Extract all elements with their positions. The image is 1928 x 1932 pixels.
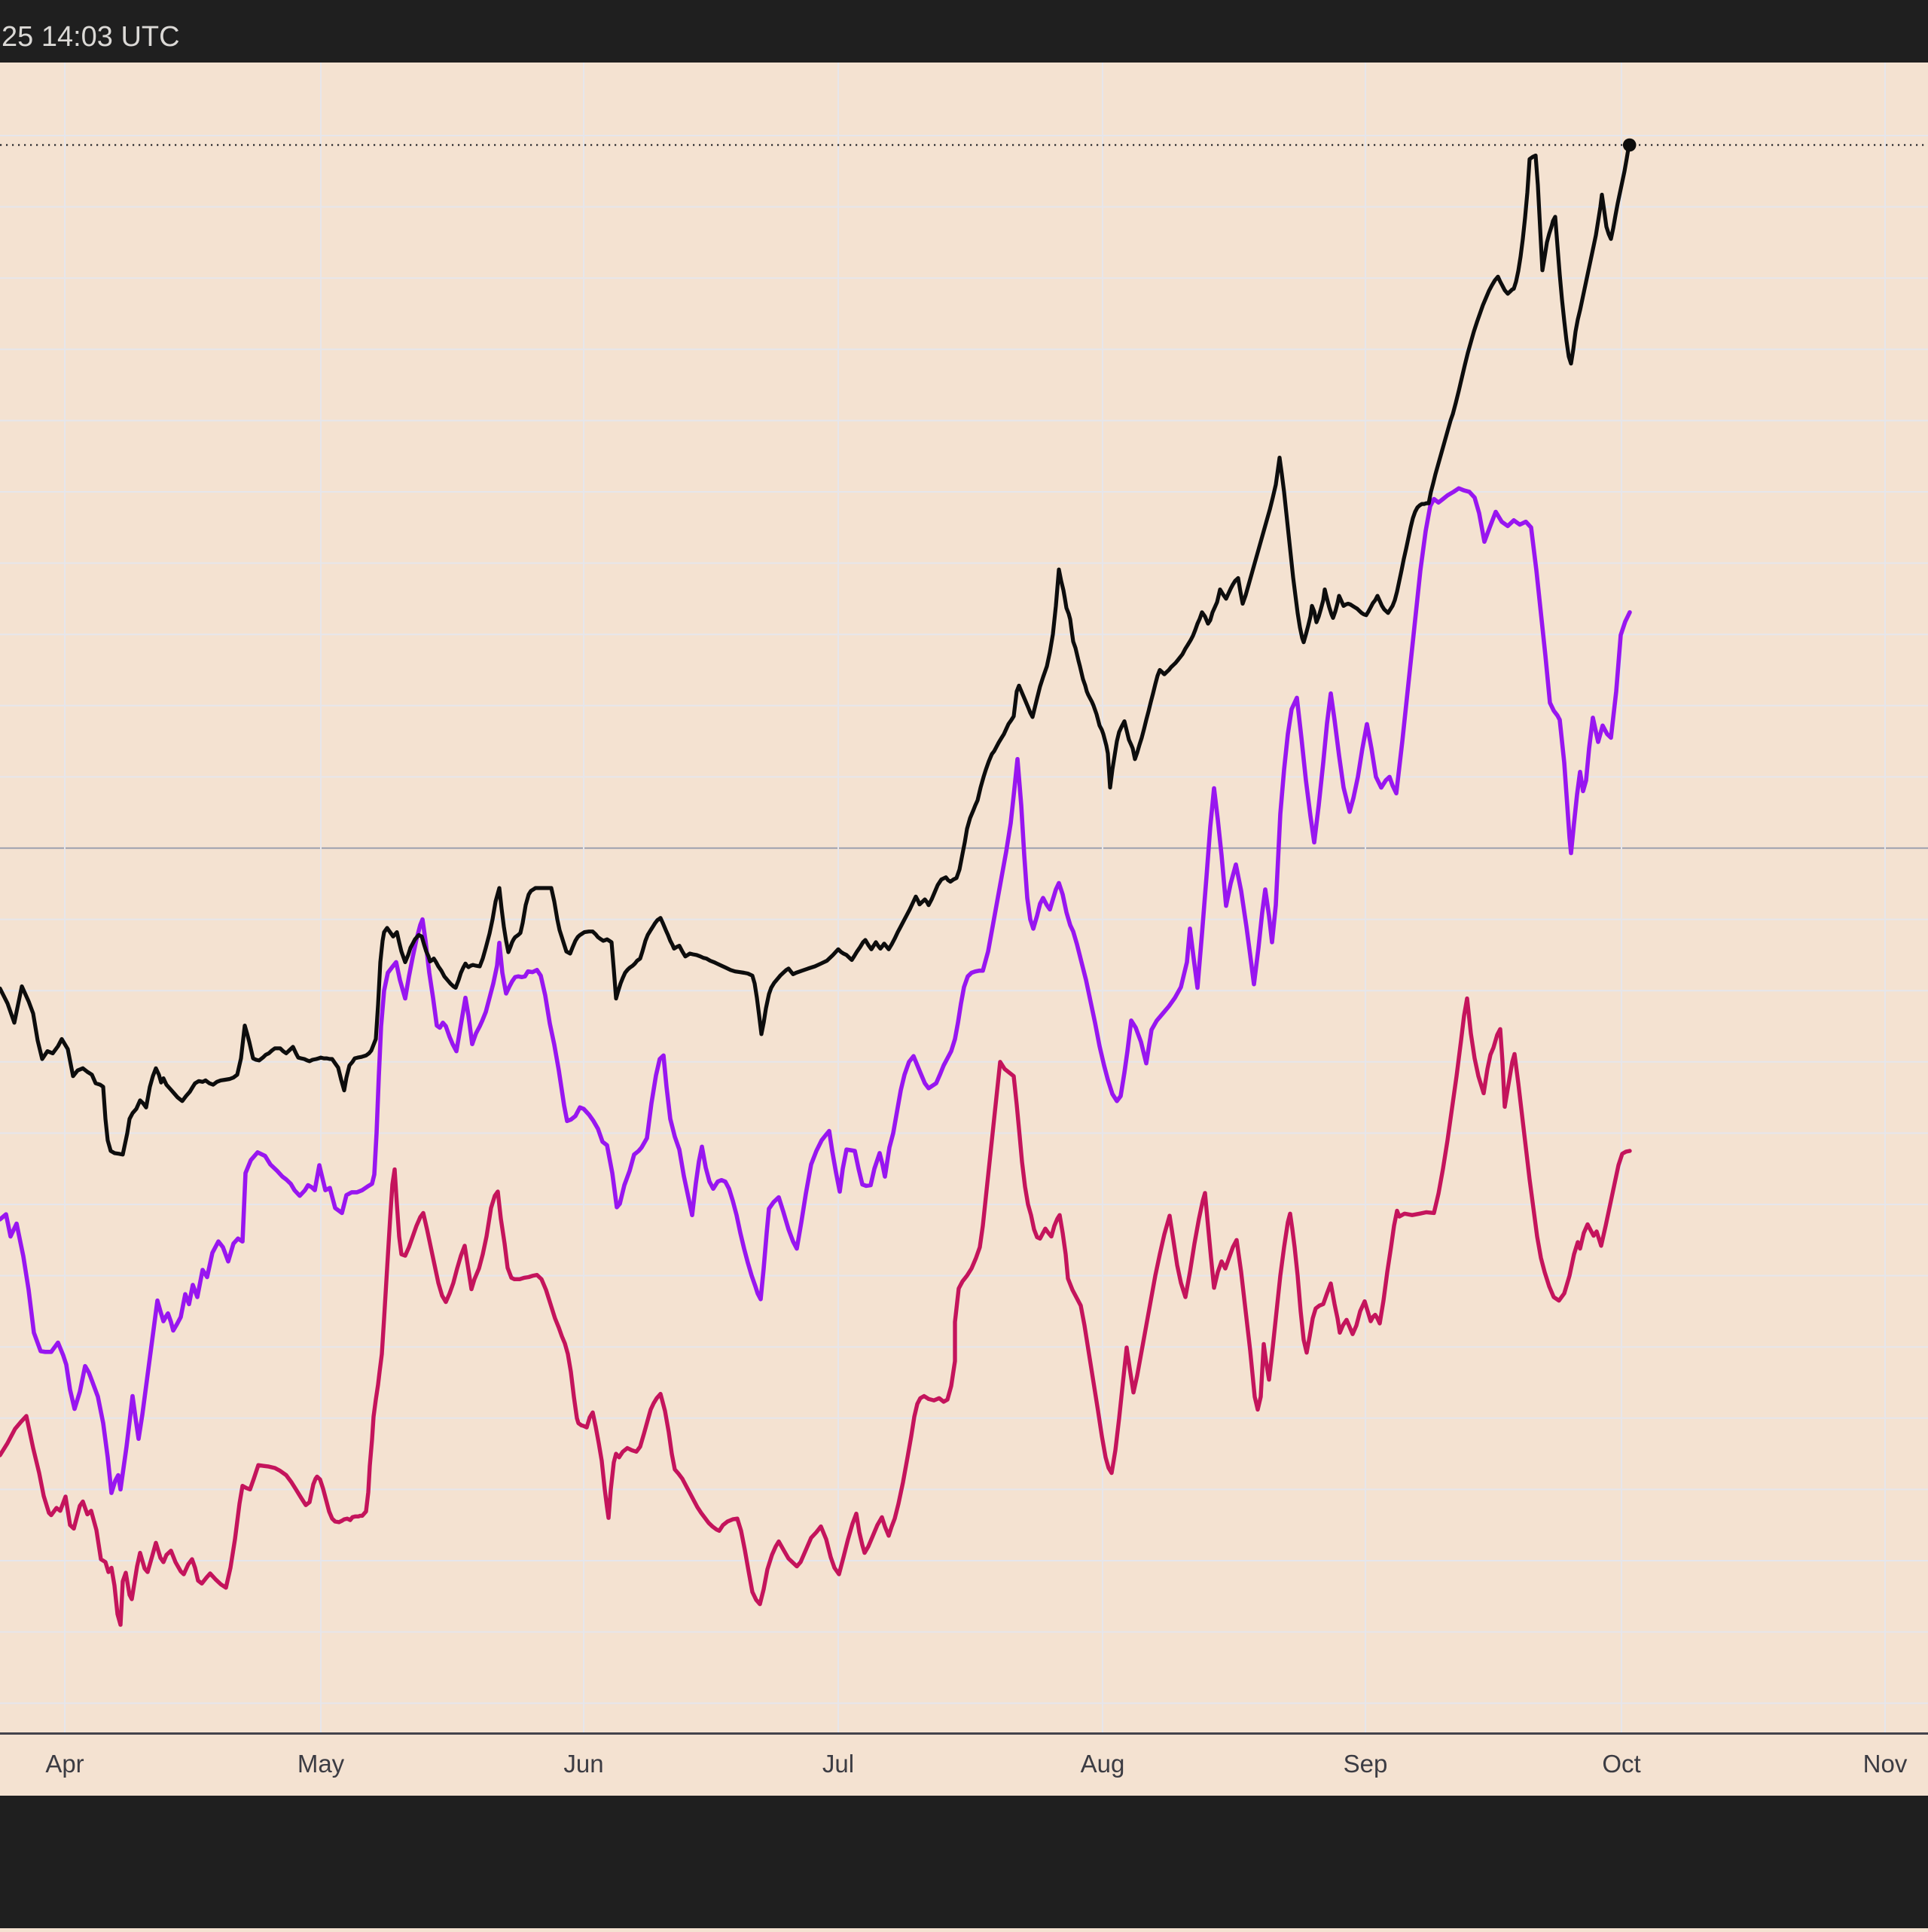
svg-text:Apr: Apr <box>45 1750 84 1778</box>
svg-text:Nov: Nov <box>1863 1750 1908 1778</box>
svg-text:Sep: Sep <box>1344 1750 1388 1778</box>
svg-text:Oct: Oct <box>1602 1750 1640 1778</box>
svg-text:25 14:03 UTC: 25 14:03 UTC <box>2 21 180 53</box>
svg-text:Jun: Jun <box>563 1750 603 1778</box>
svg-text:May: May <box>297 1750 345 1778</box>
svg-text:Aug: Aug <box>1081 1750 1125 1778</box>
svg-text:Jul: Jul <box>822 1750 854 1778</box>
